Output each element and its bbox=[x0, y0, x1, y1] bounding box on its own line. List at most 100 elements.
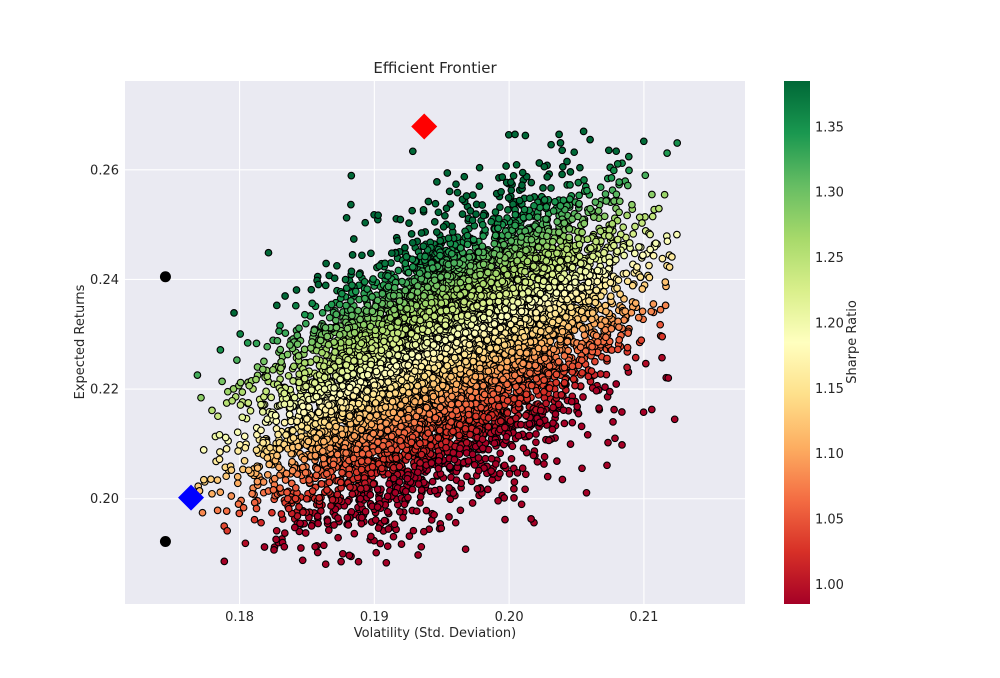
portfolio-point bbox=[451, 518, 460, 527]
portfolio-point bbox=[558, 162, 567, 171]
portfolio-point bbox=[434, 208, 443, 217]
portfolio-point bbox=[376, 539, 385, 548]
portfolio-point bbox=[612, 147, 621, 156]
portfolio-point bbox=[321, 281, 330, 290]
portfolio-point bbox=[532, 438, 540, 447]
portfolio-point bbox=[280, 418, 289, 427]
portfolio-point bbox=[496, 449, 505, 458]
portfolio-point bbox=[661, 301, 670, 310]
portfolio-point bbox=[213, 476, 222, 484]
portfolio-point bbox=[222, 472, 231, 481]
portfolio-point bbox=[600, 212, 609, 221]
portfolio-point bbox=[566, 168, 575, 176]
portfolio-point bbox=[300, 310, 309, 319]
portfolio-point bbox=[350, 529, 359, 538]
portfolio-point bbox=[622, 269, 631, 278]
portfolio-point bbox=[649, 300, 658, 308]
portfolio-point bbox=[431, 486, 439, 495]
portfolio-point bbox=[558, 475, 567, 484]
portfolio-point bbox=[233, 479, 242, 488]
portfolio-point bbox=[570, 148, 579, 157]
portfolio-point bbox=[272, 526, 281, 535]
portfolio-point bbox=[555, 130, 563, 139]
portfolio-point bbox=[433, 178, 441, 186]
portfolio-point bbox=[396, 215, 405, 224]
portfolio-point bbox=[501, 515, 509, 524]
portfolio-point bbox=[521, 470, 530, 479]
portfolio-point bbox=[475, 163, 484, 172]
portfolio-point bbox=[638, 285, 647, 293]
portfolio-point bbox=[623, 211, 631, 220]
portfolio-point bbox=[469, 191, 477, 199]
portfolio-point bbox=[238, 388, 247, 396]
portfolio-point bbox=[612, 190, 621, 199]
portfolio-point bbox=[265, 460, 274, 469]
portfolio-point bbox=[502, 162, 510, 170]
portfolio-point bbox=[301, 529, 310, 537]
portfolio-point bbox=[349, 235, 358, 243]
portfolio-point bbox=[270, 546, 278, 554]
portfolio-point bbox=[604, 438, 612, 447]
portfolio-point bbox=[586, 135, 594, 144]
portfolio-point bbox=[295, 324, 303, 333]
portfolio-point bbox=[663, 237, 672, 246]
portfolio-point bbox=[630, 249, 639, 258]
portfolio-point bbox=[198, 508, 207, 517]
portfolio-point bbox=[361, 507, 370, 516]
portfolio-point bbox=[407, 230, 416, 238]
portfolio-point bbox=[445, 513, 453, 521]
portfolio-point bbox=[467, 477, 476, 486]
portfolio-point bbox=[509, 171, 518, 180]
portfolio-point bbox=[658, 254, 667, 263]
portfolio-point bbox=[553, 457, 561, 465]
portfolio-point bbox=[227, 492, 236, 500]
portfolio-point bbox=[611, 434, 619, 443]
portfolio-point bbox=[408, 238, 417, 247]
portfolio-point bbox=[193, 371, 202, 379]
portfolio-point bbox=[518, 168, 527, 177]
portfolio-point bbox=[582, 488, 591, 497]
portfolio-point bbox=[504, 130, 513, 139]
portfolio-point bbox=[649, 251, 658, 260]
portfolio-point bbox=[197, 393, 205, 402]
portfolio-point bbox=[624, 152, 633, 161]
portfolio-point bbox=[656, 320, 665, 329]
portfolio-point bbox=[428, 477, 437, 486]
portfolio-point bbox=[558, 170, 566, 179]
portfolio-point bbox=[337, 557, 345, 566]
portfolio-point bbox=[636, 273, 645, 281]
portfolio-point bbox=[275, 327, 283, 336]
portfolio-point bbox=[324, 526, 333, 534]
portfolio-point bbox=[458, 210, 467, 218]
portfolio-point bbox=[431, 199, 440, 208]
portfolio-point bbox=[430, 218, 439, 226]
portfolio-point bbox=[298, 556, 307, 565]
portfolio-point bbox=[240, 432, 249, 441]
portfolio-point bbox=[540, 460, 548, 468]
portfolio-point bbox=[479, 232, 488, 240]
portfolio-point bbox=[257, 518, 265, 527]
portfolio-point bbox=[574, 409, 583, 418]
portfolio-point bbox=[235, 509, 244, 518]
portfolio-point bbox=[263, 470, 272, 479]
portfolio-point bbox=[609, 166, 618, 175]
portfolio-point bbox=[233, 356, 241, 364]
portfolio-point bbox=[281, 476, 290, 484]
portfolio-point bbox=[300, 345, 309, 354]
portfolio-point bbox=[629, 230, 638, 238]
portfolio-point bbox=[292, 286, 301, 294]
portfolio-point bbox=[604, 146, 613, 155]
portfolio-point bbox=[234, 500, 243, 508]
portfolio-point bbox=[628, 200, 636, 209]
portfolio-point bbox=[222, 445, 231, 453]
portfolio-point bbox=[646, 230, 654, 239]
portfolio-point bbox=[338, 549, 347, 558]
portfolio-point bbox=[535, 159, 544, 167]
portfolio-point bbox=[345, 551, 354, 560]
portfolio-point bbox=[223, 526, 232, 535]
portfolio-point bbox=[263, 342, 272, 351]
portfolio-point bbox=[241, 539, 250, 548]
portfolio-point bbox=[319, 541, 328, 550]
portfolio-point bbox=[521, 485, 529, 494]
portfolio-point bbox=[549, 419, 557, 427]
